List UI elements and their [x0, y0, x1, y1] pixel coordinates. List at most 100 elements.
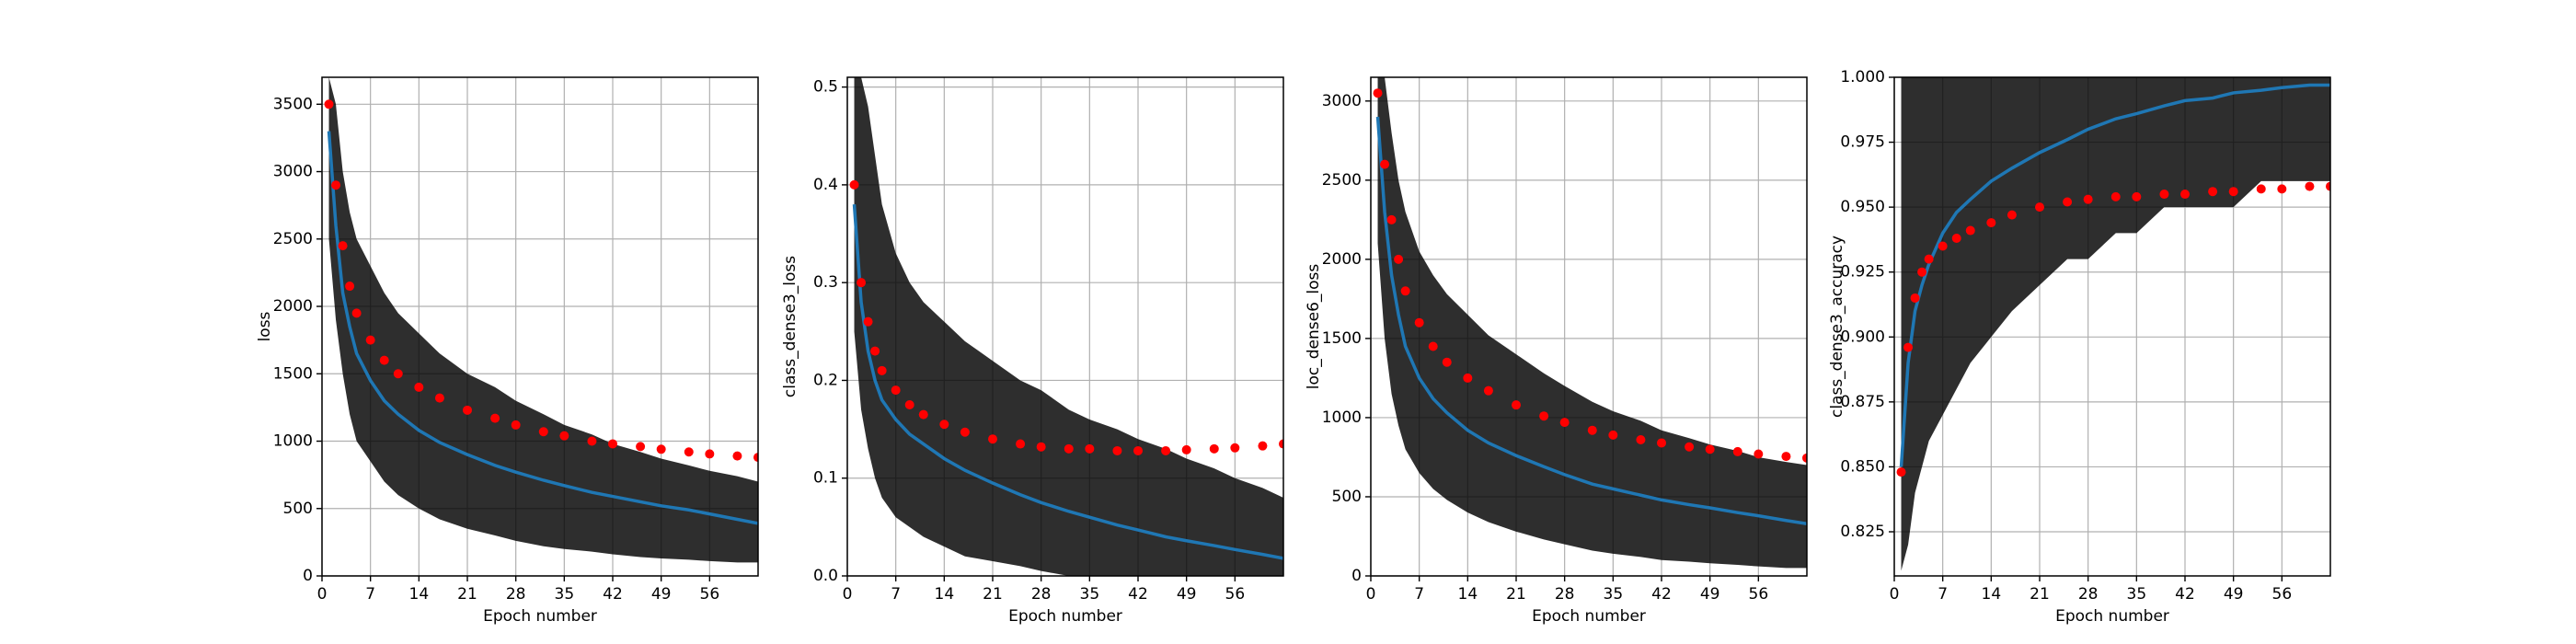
x-tick-label: 7 — [891, 585, 901, 604]
x-tick-label: 42 — [1128, 585, 1148, 604]
val-point — [1938, 241, 1948, 251]
y-tick-label: 1.000 — [1840, 68, 1885, 86]
y-tick-label: 0.850 — [1840, 457, 1885, 476]
val-point — [1133, 445, 1143, 455]
x-tick-label: 56 — [700, 585, 720, 604]
val-point — [1064, 443, 1074, 454]
val-point — [351, 308, 362, 318]
val-point — [1442, 357, 1452, 367]
val-point — [1161, 445, 1171, 455]
val-point — [1400, 286, 1410, 296]
val-point — [1085, 443, 1095, 454]
x-tick-label: 7 — [1938, 585, 1948, 604]
val-point — [338, 241, 348, 251]
val-point — [1802, 453, 1807, 463]
x-tick-label: 21 — [983, 585, 1003, 604]
y-tick-label: 0 — [1351, 567, 1362, 585]
val-point — [656, 444, 666, 454]
subplot: 0 500 1000 1500 2000 2500 3000 0 7 14 21 28 35 42 49 56… — [1305, 76, 1808, 626]
val-point — [2007, 210, 2017, 220]
x-tick-label: 28 — [2078, 585, 2099, 604]
x-tick-label: 28 — [1555, 585, 1575, 604]
val-point — [939, 420, 949, 430]
val-point — [1986, 218, 1996, 228]
val-point — [1414, 317, 1424, 328]
x-tick-label: 7 — [365, 585, 375, 604]
x-tick-label: 35 — [555, 585, 575, 604]
y-tick-label: 0.875 — [1840, 393, 1885, 411]
plot-area — [324, 77, 758, 563]
x-tick-label: 0 — [1366, 585, 1376, 604]
x-tick-label: 49 — [651, 585, 672, 604]
y-tick-label: 0.1 — [813, 469, 838, 488]
val-point — [1373, 88, 1383, 98]
x-tick-label: 49 — [2224, 585, 2244, 604]
y-tick-label: 2500 — [273, 230, 313, 248]
val-point — [331, 180, 341, 190]
x-tick-label: 35 — [1080, 585, 1100, 604]
val-point — [2110, 191, 2121, 201]
x-tick-label: 42 — [2175, 585, 2195, 604]
x-tick-label: 0 — [317, 585, 328, 604]
y-tick-label: 0.3 — [813, 273, 838, 292]
x-axis-label: Epoch number — [1532, 607, 1646, 626]
val-point — [904, 400, 914, 410]
scatter-cloud — [1901, 77, 2330, 571]
val-point — [1016, 439, 1026, 449]
y-tick-label: 0.950 — [1840, 198, 1885, 216]
y-tick-label: 2500 — [1322, 171, 1362, 190]
axes-frame — [1893, 76, 2331, 577]
y-tick-label: 500 — [283, 500, 313, 518]
val-point — [705, 449, 715, 459]
y-axis-label: class_dense3_accuracy — [1828, 236, 1846, 418]
train-line — [1899, 83, 2330, 467]
val-point — [1705, 444, 1715, 454]
x-tick-label: 42 — [1651, 585, 1672, 604]
val-point — [2208, 187, 2218, 197]
val-point — [849, 179, 859, 190]
train-line — [852, 204, 1283, 560]
x-tick-label: 0 — [843, 585, 853, 604]
val-point — [559, 431, 569, 441]
y-tick-label: 1000 — [273, 432, 313, 451]
val-point — [1258, 441, 1268, 451]
y-tick-label: 3500 — [273, 95, 313, 113]
val-point — [1463, 373, 1473, 383]
val-point — [324, 99, 334, 109]
val-point — [1685, 442, 1695, 452]
val-point — [365, 335, 375, 345]
val-point — [2159, 190, 2169, 200]
val-point — [1559, 418, 1570, 428]
val-point — [2228, 187, 2238, 197]
val-point — [1036, 442, 1046, 452]
val-point — [2035, 202, 2044, 213]
train-line — [1375, 116, 1807, 525]
y-tick-label: 0.900 — [1840, 328, 1885, 346]
subplot: 0.825 0.850 0.875 0.900 0.925 0.950 0.975 1.000… — [1828, 68, 2331, 626]
val-point — [1781, 452, 1791, 462]
axes-frame — [1370, 76, 1808, 577]
val-point — [490, 413, 500, 423]
val-point — [1428, 341, 1438, 351]
val-point — [1903, 342, 1914, 352]
val-point — [636, 442, 646, 452]
x-tick-label: 35 — [1604, 585, 1624, 604]
x-tick-label: 35 — [2127, 585, 2147, 604]
val-point — [1380, 159, 1390, 169]
val-point — [732, 451, 742, 461]
val-point — [1754, 449, 1764, 459]
val-point — [1732, 446, 1742, 456]
val-point — [2277, 184, 2287, 194]
x-tick-label: 49 — [1700, 585, 1720, 604]
plot-area — [849, 77, 1283, 576]
y-tick-label: 0.925 — [1840, 263, 1885, 282]
plot-area — [1896, 77, 2330, 571]
val-point — [1917, 267, 1927, 277]
val-point — [1230, 443, 1240, 453]
x-tick-label: 56 — [1749, 585, 1769, 604]
y-tick-label: 1000 — [1322, 408, 1362, 427]
val-point — [1587, 425, 1597, 435]
x-tick-label: 14 — [409, 585, 430, 604]
val-point — [891, 385, 901, 396]
